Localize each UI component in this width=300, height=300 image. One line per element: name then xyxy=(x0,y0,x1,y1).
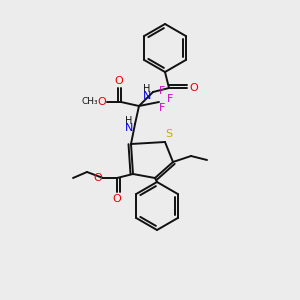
Text: N: N xyxy=(143,91,151,101)
Text: O: O xyxy=(115,76,123,86)
Text: H: H xyxy=(125,116,133,126)
Text: O: O xyxy=(190,83,198,93)
Text: S: S xyxy=(165,129,172,139)
Text: O: O xyxy=(112,194,122,204)
Text: CH₃: CH₃ xyxy=(82,98,98,106)
Text: O: O xyxy=(94,173,102,183)
Text: H: H xyxy=(143,84,151,94)
Text: N: N xyxy=(125,123,133,133)
Text: F: F xyxy=(167,94,173,104)
Text: O: O xyxy=(98,97,106,107)
Text: F: F xyxy=(159,86,165,96)
Text: F: F xyxy=(159,103,165,113)
